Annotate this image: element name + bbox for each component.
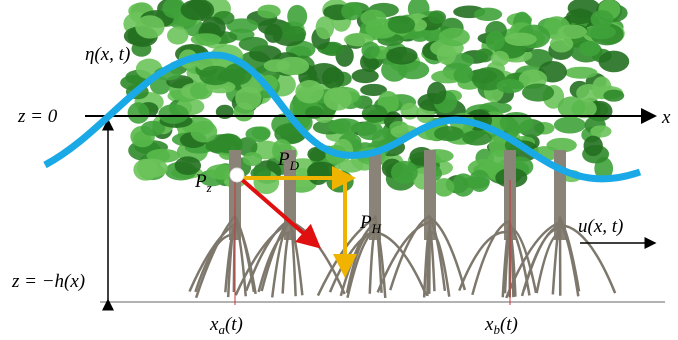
leaf-cluster — [191, 33, 222, 46]
leaf-cluster — [167, 27, 188, 45]
leaf-cluster — [264, 24, 282, 43]
leaf-cluster — [264, 59, 290, 72]
pz-sub: z — [206, 180, 212, 195]
leaf-cluster — [566, 9, 594, 24]
point — [230, 168, 244, 182]
leaf-cluster — [295, 80, 324, 103]
leaf-cluster — [584, 136, 603, 157]
leaf-cluster — [362, 104, 388, 122]
leaf-cluster — [243, 152, 262, 166]
leaf-cluster — [324, 87, 352, 110]
root — [459, 232, 510, 291]
leaf-cluster — [285, 26, 306, 41]
leaf-cluster — [437, 44, 457, 64]
leaf-cluster — [599, 51, 630, 73]
leaf-cluster — [486, 31, 505, 50]
leaf-cluster — [245, 126, 270, 141]
leaf-cluster — [135, 15, 164, 38]
leaf-cluster — [341, 2, 362, 20]
leaf-cluster — [579, 41, 600, 56]
leaf-cluster — [287, 5, 307, 28]
ph-main: P — [359, 212, 372, 233]
leaf-cluster — [565, 67, 598, 79]
leaf-cluster — [428, 10, 446, 24]
leaf-cluster — [128, 102, 150, 123]
leaf-cluster — [603, 90, 624, 102]
leaf-cluster — [505, 33, 537, 46]
pd-sub: D — [289, 158, 300, 173]
root — [283, 232, 290, 294]
leaf-cluster — [137, 159, 168, 178]
xb-rest: (t) — [500, 314, 518, 335]
leaf-cluster — [491, 51, 509, 67]
leaf-cluster — [190, 121, 217, 143]
ph-sub: H — [371, 221, 382, 236]
pd-main: P — [277, 149, 290, 170]
leaf-cluster — [181, 0, 212, 20]
leaf-cluster — [434, 178, 454, 197]
leaf-cluster — [522, 83, 554, 101]
xa-rest: (t) — [225, 314, 243, 335]
zh-label: z = −h(x) — [11, 271, 85, 292]
leaf-cluster — [469, 170, 490, 192]
leaf-cluster — [361, 42, 379, 59]
x-axis-label: x — [661, 107, 671, 128]
leaf-cluster — [554, 117, 586, 134]
leaf-cluster — [239, 37, 268, 52]
leaf-cluster — [199, 66, 231, 85]
xa-label: xa(t) — [209, 314, 243, 337]
leaf-cluster — [257, 5, 280, 19]
leaf-cluster — [434, 126, 464, 141]
leaf-cluster — [558, 24, 587, 38]
leaf-cluster — [576, 84, 601, 102]
pz-main: P — [194, 171, 207, 192]
leaf-cluster — [401, 103, 419, 120]
u-label: u(x, t) — [578, 216, 623, 237]
leaf-cluster — [316, 16, 334, 39]
eta-label: η(x, t) — [85, 44, 130, 65]
leaf-cluster — [158, 104, 188, 124]
leaf-cluster — [475, 48, 493, 62]
leaf-cluster — [235, 87, 261, 110]
xb-label: xb(t) — [484, 314, 518, 337]
root — [370, 232, 375, 293]
leaf-cluster — [391, 161, 418, 184]
leaf-cluster — [496, 79, 523, 93]
leaf-cluster — [474, 8, 502, 21]
leaf-cluster — [439, 28, 470, 47]
leaf-cluster — [388, 16, 415, 34]
mangrove-wave-diagram: η(x, t) z = 0 x Pz PD PH u(x, t) z = −h(… — [0, 0, 678, 340]
leaf-cluster — [386, 47, 418, 65]
leaf-cluster — [454, 67, 474, 83]
leaf-cluster — [462, 130, 492, 145]
z0-label: z = 0 — [17, 106, 58, 127]
leaf-cluster — [332, 119, 350, 133]
leaf-cluster — [586, 25, 616, 39]
root — [378, 222, 430, 292]
leaf-cluster — [427, 82, 446, 104]
